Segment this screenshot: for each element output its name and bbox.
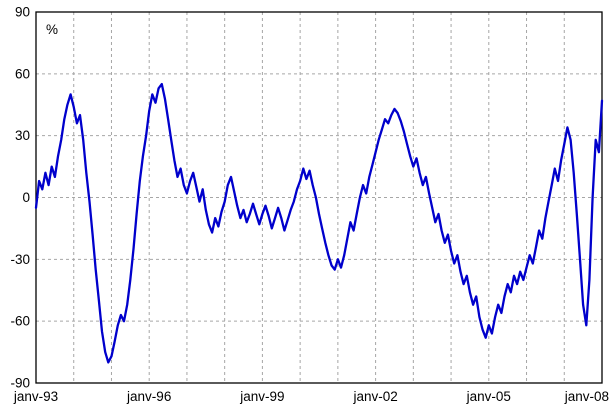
x-axis-tick-label: janv-08: [564, 389, 609, 404]
y-axis-tick-label: 30: [15, 128, 30, 143]
series-line: [34, 82, 604, 364]
y-axis-tick-label: 0: [22, 190, 30, 205]
plot-border: [35, 11, 603, 384]
y-axis-tick-label: -30: [10, 252, 30, 267]
x-axis-tick-label: janv-99: [239, 389, 284, 404]
y-axis-tick-label: 60: [15, 66, 30, 81]
y-axis-tick-label: -60: [10, 314, 30, 329]
x-axis-tick-label: janv-96: [126, 389, 171, 404]
x-axis-tick-label: janv-93: [13, 389, 58, 404]
y-axis-tick-label: -90: [10, 376, 30, 391]
x-axis-tick-label: janv-02: [352, 389, 397, 404]
y-axis-tick-label: 90: [15, 5, 30, 20]
gridlines: [36, 12, 602, 383]
x-axis-tick-label: janv-05: [466, 389, 511, 404]
percent-axis-unit-label: %: [46, 22, 58, 37]
